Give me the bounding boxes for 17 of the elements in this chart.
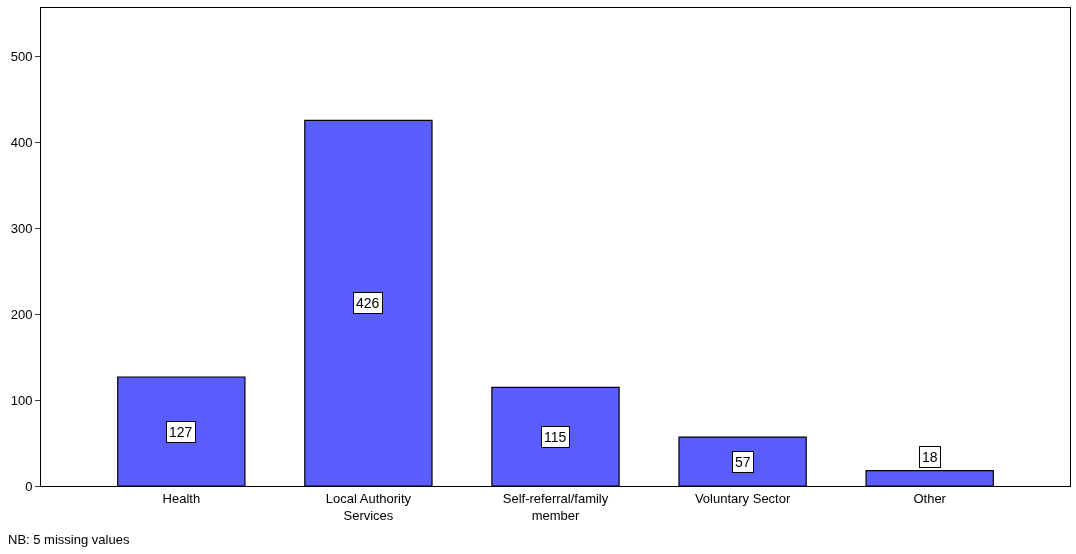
x-tick-label: Health xyxy=(162,490,201,506)
data-label: 57 xyxy=(735,454,751,470)
y-tick-label: 0 xyxy=(25,478,33,494)
x-tick-label: Voluntary Sector xyxy=(694,490,791,506)
y-tick-label: 300 xyxy=(10,221,33,237)
y-tick-label: 200 xyxy=(10,306,33,322)
data-label: 115 xyxy=(544,429,567,445)
data-label: 18 xyxy=(922,449,938,465)
text: NB: 5 missing values xyxy=(8,532,130,547)
data-label: 426 xyxy=(356,295,380,311)
y-tick-label: 100 xyxy=(10,392,33,408)
data-label: 127 xyxy=(169,424,193,440)
x-tick-label: Local Authority Services xyxy=(325,490,412,523)
y-tick-label: 400 xyxy=(10,135,33,151)
x-tick-label: Self-referral/family member xyxy=(502,490,609,523)
x-tick-label: Other xyxy=(913,490,947,506)
y-tick-label: 500 xyxy=(10,49,33,65)
